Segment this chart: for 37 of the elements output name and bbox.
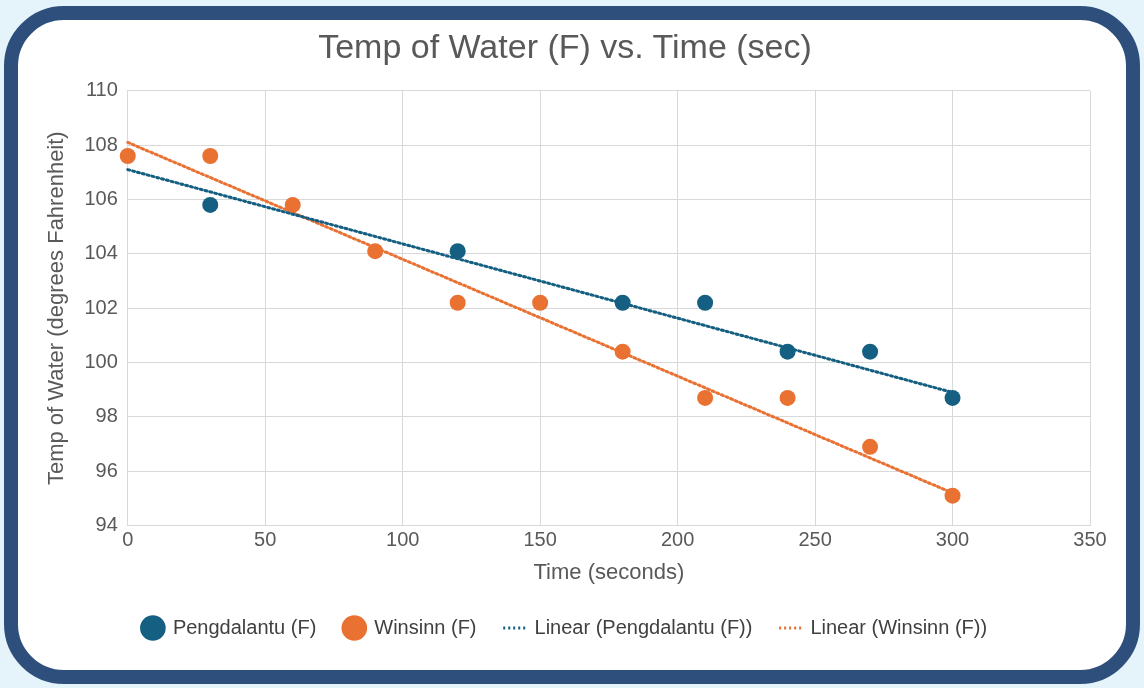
y-tick-label: 96 (95, 458, 118, 481)
point (944, 389, 961, 406)
y-tick-label: 94 (95, 513, 118, 536)
y-tick-label: 106 (84, 187, 118, 210)
legend-label: Winsinn (F) (374, 615, 477, 638)
point (202, 148, 219, 165)
y-tick-label: 100 (84, 350, 118, 373)
point (449, 294, 466, 311)
x-tick-label: 50 (254, 528, 277, 551)
x-tick-label: 300 (935, 528, 970, 551)
x-tick-label: 100 (386, 528, 420, 551)
point (202, 196, 219, 213)
y-axis-title: Temp of Water (degrees Fahrenheit) (43, 131, 69, 486)
chart-title: Temp of Water (F) vs. Time (sec) (318, 26, 812, 65)
x-tick-label: 150 (523, 528, 557, 551)
point (532, 294, 549, 311)
point (119, 148, 136, 165)
point (697, 294, 714, 311)
y-tick-label: 98 (95, 404, 118, 427)
point (284, 196, 301, 213)
y-tick-label: 110 (85, 78, 118, 101)
point (862, 438, 879, 455)
legend-label: Linear (Pengdalantu (F)) (534, 615, 753, 638)
x-axis-title: Time (seconds) (533, 558, 685, 584)
x-tick-label: 350 (1073, 528, 1107, 551)
y-tick-label: 108 (84, 132, 118, 155)
point (862, 343, 879, 360)
legend-label: Pengdalantu (F) (172, 615, 317, 638)
y-tick-label: 102 (84, 295, 118, 318)
point (449, 243, 466, 260)
y-tick-label: 104 (84, 241, 118, 264)
legend-label: Linear (Winsinn (F)) (810, 615, 988, 638)
x-tick-label: 200 (660, 528, 695, 551)
x-tick-label: 0 (122, 528, 134, 551)
point (779, 389, 796, 406)
point (697, 389, 714, 406)
x-tick-label: 250 (798, 528, 832, 551)
